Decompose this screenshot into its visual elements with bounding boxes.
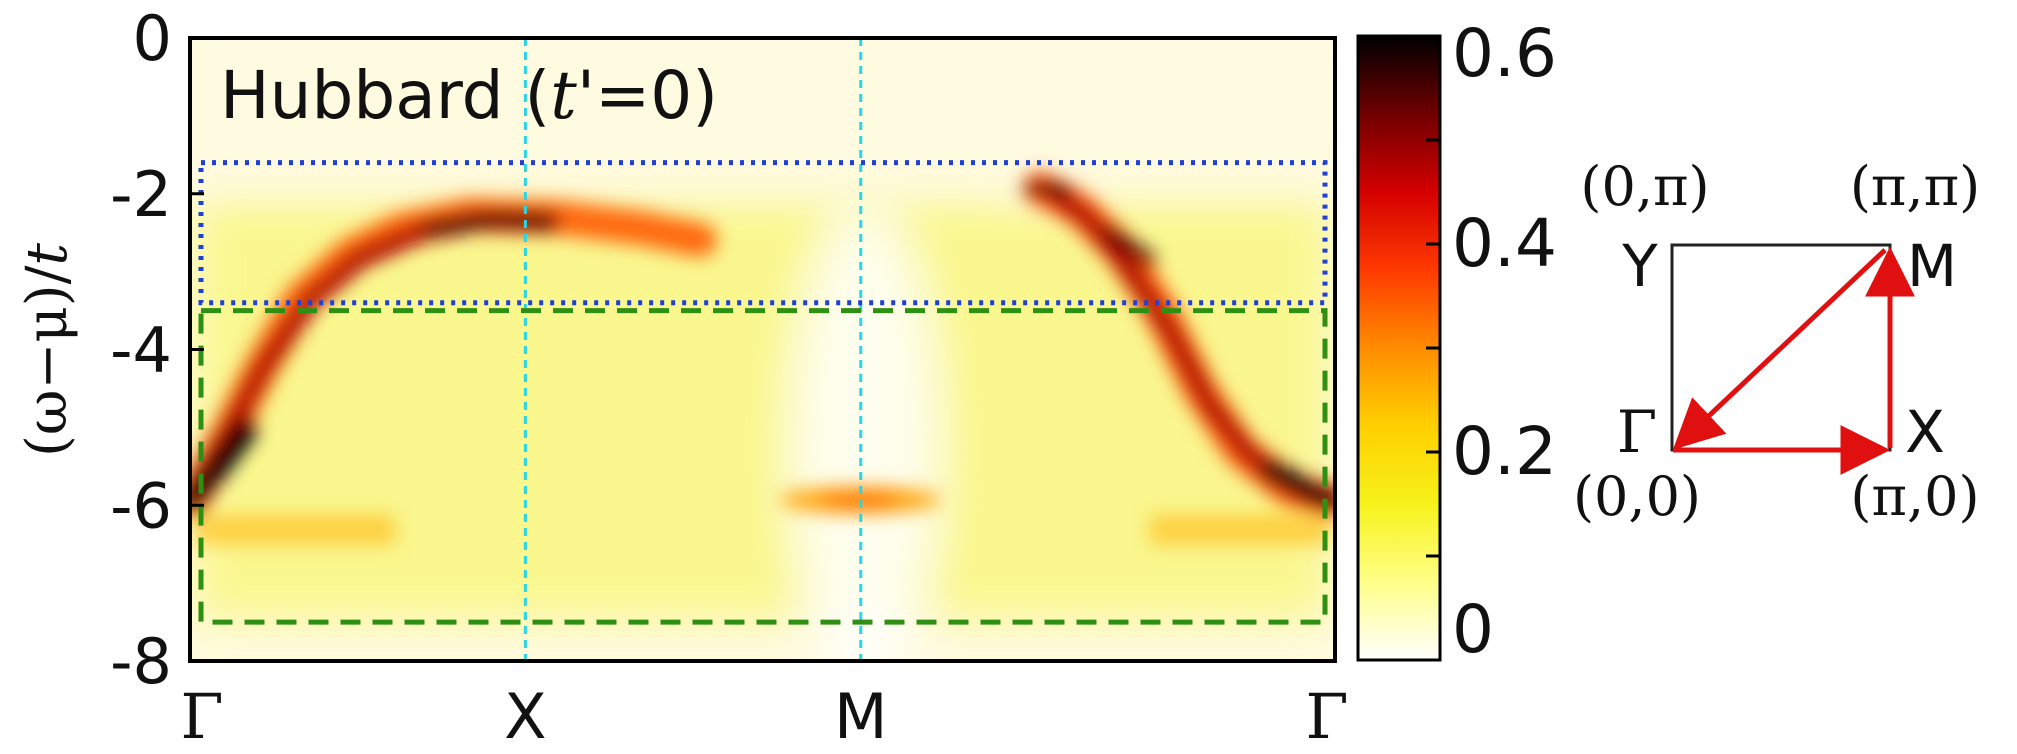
- band-m-gamma-peak-mid: [1104, 226, 1156, 266]
- region-dashed-green: [198, 308, 1328, 625]
- band-x-peak: [423, 210, 557, 235]
- bz-label-top-left: (0,π): [1580, 155, 1709, 218]
- heatmap-panel: Hubbard (t'=0) 0 -2 -4 -6 -8 Γ X M Γ (ω−μ)/t: [15, 2, 1349, 753]
- panel-label-var: t: [550, 57, 577, 134]
- y-tick-label: -8: [110, 625, 172, 698]
- y-axis-label: (ω−μ)/t: [15, 242, 80, 457]
- x-tick-label: X: [504, 680, 546, 753]
- band-m-gamma-peak-top: [1024, 182, 1071, 196]
- colorbar: 0.6 0.4 0.2 0: [1356, 15, 1557, 668]
- low-energy-band-right: [1150, 515, 1330, 545]
- bz-point-m: M: [1907, 232, 1957, 300]
- y-tick-label: -4: [110, 314, 172, 387]
- x-tick-label: M: [834, 680, 888, 753]
- bz-label-bottom-left: (0,0): [1573, 465, 1701, 528]
- bz-point-gamma: Γ: [1617, 398, 1657, 466]
- colorbar-tick-label: 0.4: [1452, 205, 1557, 282]
- x-tick-label: Γ: [180, 680, 223, 753]
- bz-path-m-gamma: [1672, 248, 1887, 450]
- panel-label: Hubbard (t'=0): [220, 57, 718, 134]
- colorbar-tick-label: 0.6: [1452, 15, 1557, 92]
- intensity-background-glow: [195, 38, 1330, 661]
- heatmap-intensity: [190, 38, 1335, 661]
- x-tick-label: Γ: [1305, 680, 1348, 753]
- brillouin-zone-diagram: (0,π) (π,π) (0,0) (π,0) Y M Γ X: [1573, 155, 1980, 528]
- bz-label-bottom-right: (π,0): [1850, 465, 1979, 528]
- bz-point-y: Y: [1621, 232, 1658, 300]
- band-m-gamma-peak-bottom: [1259, 459, 1335, 511]
- y-tick-label: -6: [110, 469, 172, 542]
- y-axis-ticks: 0 -2 -4 -6 -8: [110, 2, 204, 698]
- bz-point-x: X: [1905, 398, 1945, 466]
- bz-label-top-right: (π,π): [1850, 155, 1980, 218]
- colorbar-ticks: 0.6 0.4 0.2 0: [1426, 15, 1557, 668]
- region-dotted-blue: [198, 160, 1328, 306]
- colorbar-tick-label: 0: [1452, 591, 1494, 668]
- y-tick-label: 0: [133, 2, 172, 75]
- low-energy-band-left: [195, 515, 395, 545]
- colorbar-tick-label: 0.2: [1452, 413, 1557, 490]
- y-tick-label: -2: [110, 158, 172, 231]
